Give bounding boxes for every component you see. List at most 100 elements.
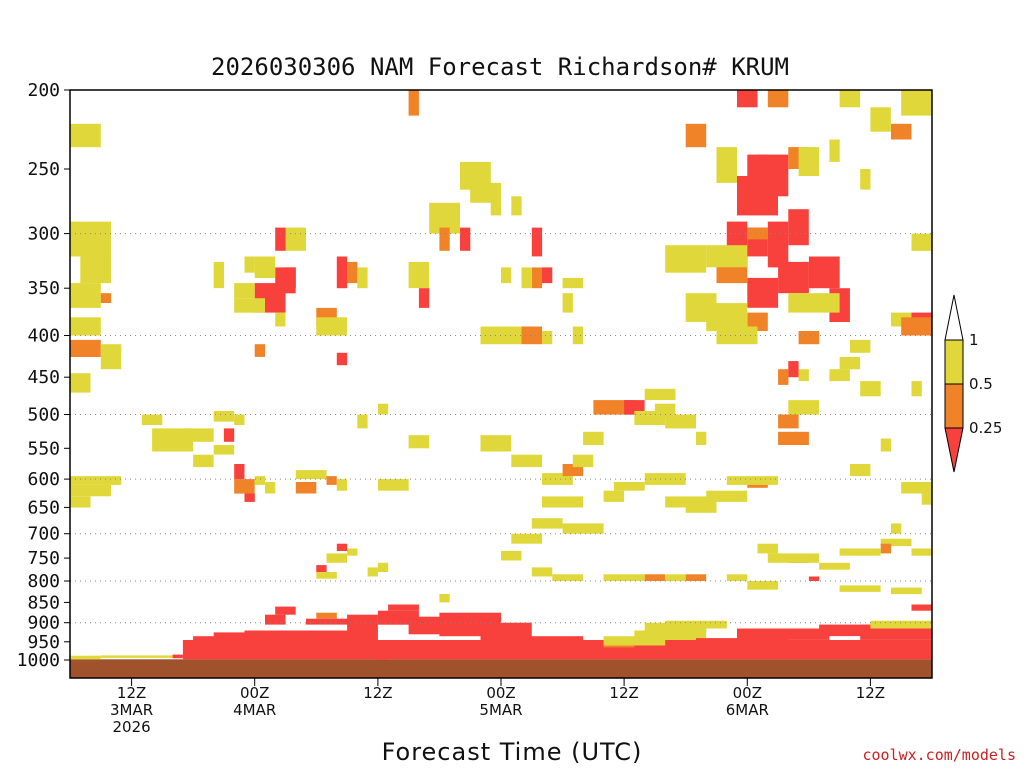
ri-cell-0.5-1 xyxy=(552,574,584,581)
y-tick-label-900: 900 xyxy=(27,613,60,634)
ri-cell-0.5-1 xyxy=(80,256,112,284)
ri-cell-0.25-0.5 xyxy=(644,574,666,581)
ri-cell-0.5-1 xyxy=(367,567,378,577)
ri-cell-0.25-0.5 xyxy=(295,482,317,494)
ri-cell-0.5-1 xyxy=(757,543,778,554)
ri-cell-lt-0.25 xyxy=(747,277,779,308)
x-tick-label: 4MAR xyxy=(233,701,276,719)
ri-cell-0.5-1 xyxy=(542,331,553,345)
ri-cell-0.5-1 xyxy=(141,414,163,425)
ri-cell-0.5-1 xyxy=(829,369,850,382)
ri-cell-0.25-0.5 xyxy=(70,339,101,357)
ri-cell-0.5-1 xyxy=(501,326,522,345)
ri-cell-0.5-1 xyxy=(572,326,584,345)
x-tick-label: 00Z xyxy=(240,684,269,702)
y-tick-label-700: 700 xyxy=(27,524,60,545)
x-tick-label: 12Z xyxy=(117,684,146,702)
ri-cell-0.5-1 xyxy=(336,479,348,491)
colorbar: 1 0.5 0.25 xyxy=(944,294,1002,473)
ri-cell-0.5-1 xyxy=(839,585,881,592)
y-tick-label-550: 550 xyxy=(27,438,60,459)
ri-cell-0.5-1 xyxy=(275,312,286,327)
ri-cell-0.25-0.5 xyxy=(778,431,809,445)
ri-cell-0.5-1 xyxy=(316,572,337,579)
x-tick-label: 00Z xyxy=(486,684,515,702)
ri-cell-0.5-1 xyxy=(880,538,912,547)
ri-cell-0.5-1 xyxy=(265,482,276,494)
ri-cell-0.25-0.5 xyxy=(767,90,789,108)
ri-cell-0.5-1 xyxy=(788,400,820,415)
y-tick-label-750: 750 xyxy=(27,548,60,569)
y-tick-label-350: 350 xyxy=(27,278,60,299)
ri-cell-lt-0.25 xyxy=(767,221,789,268)
ri-cell-0.5-1 xyxy=(70,221,111,257)
colorbar-label: 0.5 xyxy=(969,375,993,393)
ri-cell-0.5-1 xyxy=(439,594,450,603)
ri-cell-0.25-0.5 xyxy=(901,317,932,336)
ri-cell-0.5-1 xyxy=(562,293,573,313)
ri-cell-0.25-0.5 xyxy=(100,293,112,303)
x-axis-title: Forecast Time (UTC) xyxy=(382,738,643,766)
ri-cell-0.5-1 xyxy=(70,283,101,308)
ri-cell-0.5-1 xyxy=(213,445,235,455)
ri-cell-0.25-0.5 xyxy=(798,331,820,345)
ri-cell-0.5-1 xyxy=(706,490,748,502)
ri-cell-lt-0.25 xyxy=(788,209,809,246)
x-tick-label: 6MAR xyxy=(726,701,769,719)
ri-cell-0.25-0.5 xyxy=(778,414,799,429)
ri-cell-0.5-1 xyxy=(921,493,932,505)
ri-cell-0.5-1 xyxy=(870,107,891,132)
ri-cell-0.5-1 xyxy=(182,428,214,442)
ri-cell-0.5-1 xyxy=(644,388,676,400)
ri-cell-0.5-1 xyxy=(542,473,573,485)
colorbar-label: 0.25 xyxy=(969,419,1002,437)
ri-cell-0.25-0.5 xyxy=(778,369,789,385)
ri-cell-0.5-1 xyxy=(685,504,717,513)
ri-cell-lt-0.25 xyxy=(542,267,553,284)
ri-cell-lt-0.25 xyxy=(737,628,789,642)
ri-cell-0.5-1 xyxy=(511,196,522,216)
ri-cell-0.5-1 xyxy=(521,267,532,289)
ri-cell-lt-0.25 xyxy=(316,565,327,572)
ri-cell-0.5-1 xyxy=(696,431,707,445)
ri-cell-0.5-1 xyxy=(603,490,625,502)
ri-cell-0.5-1 xyxy=(234,283,255,299)
ri-cell-lt-0.25 xyxy=(480,622,532,642)
ri-cell-0.5-1 xyxy=(531,567,553,577)
x-tick-label: 12Z xyxy=(363,684,392,702)
ri-cell-0.25-0.5 xyxy=(880,543,891,554)
ri-cell-lt-0.25 xyxy=(336,543,348,551)
ri-cell-0.5-1 xyxy=(788,293,840,313)
ri-cell-0.25-0.5 xyxy=(439,227,450,251)
y-tick-label-600: 600 xyxy=(27,469,60,490)
ri-cell-lt-0.25 xyxy=(778,628,830,640)
ri-cell-0.5-1 xyxy=(767,553,820,563)
ri-cell-0.5-1 xyxy=(665,574,686,581)
ri-cell-lt-0.25 xyxy=(778,261,809,294)
colorbar-lower-arrow xyxy=(944,427,964,473)
ri-cell-0.5-1 xyxy=(234,298,265,313)
x-tick-label: 12Z xyxy=(856,684,885,702)
ri-cell-0.25-0.5 xyxy=(747,312,768,331)
ri-cell-0.5-1 xyxy=(613,482,645,491)
ri-cell-0.5-1 xyxy=(634,630,707,640)
ri-cell-0.5-1 xyxy=(572,454,594,468)
ri-cell-0.5-1 xyxy=(254,256,276,278)
ri-cell-0.5-1 xyxy=(839,357,861,370)
ri-cell-0.5-1 xyxy=(716,326,758,345)
ri-cell-0.5-1 xyxy=(316,317,348,336)
ri-cell-0.5-1 xyxy=(562,523,604,534)
ri-cell-0.5-1 xyxy=(849,464,871,477)
ri-cell-0.5-1 xyxy=(213,261,224,289)
x-tick-label: 00Z xyxy=(733,684,762,702)
ri-cell-0.5-1 xyxy=(860,381,881,397)
ri-cell-0.5-1 xyxy=(665,245,707,273)
ri-cell-lt-0.25 xyxy=(172,654,183,659)
ri-cell-lt-0.25 xyxy=(234,464,245,480)
credit-text: coolwx.com/models xyxy=(862,746,1016,764)
ri-cell-lt-0.25 xyxy=(244,493,255,502)
colorbar-class-0.5-1 xyxy=(944,339,964,385)
ri-cell-0.5-1 xyxy=(860,169,871,190)
